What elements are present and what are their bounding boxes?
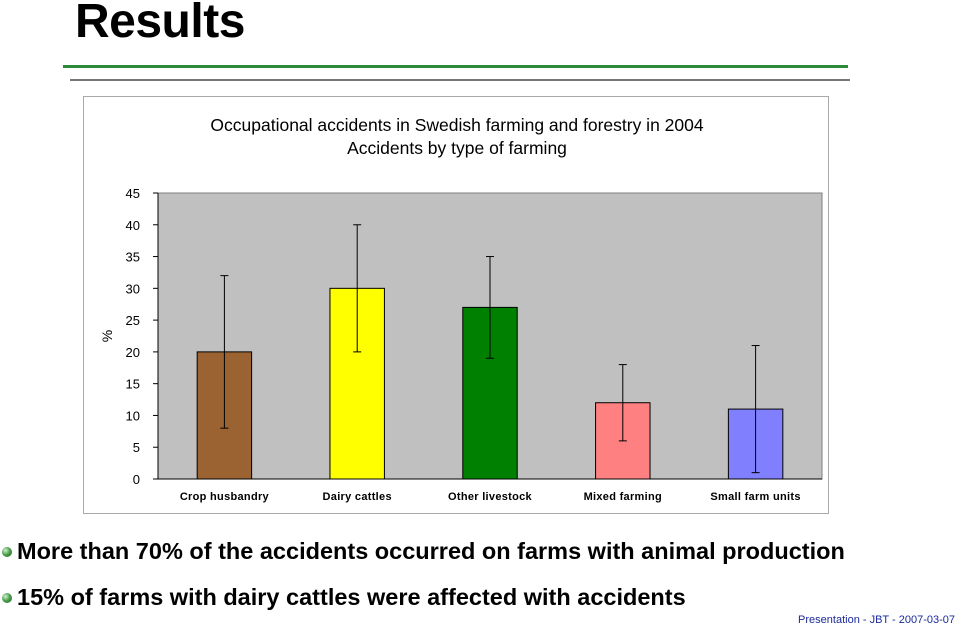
chart-svg: 0 5 10 15 20 25 30 35 40 45% Crop husbandry Dairy c… (99, 186, 823, 503)
bullet-item-2: 15% of farms with dairy cattles were aff… (2, 584, 686, 611)
slide-title: Results (75, 0, 245, 48)
footer-text: Presentation - JBT - 2007-03-07 (798, 614, 955, 626)
y-tick-label: 30 (126, 281, 140, 296)
y-tick-label: 40 (126, 218, 140, 233)
y-tick-label: 25 (126, 313, 140, 328)
y-tick-label: 10 (126, 408, 140, 423)
bullet-text: More than 70% of the accidents occurred … (17, 538, 845, 564)
bullet-item-1: More than 70% of the accidents occurred … (2, 538, 845, 565)
y-tick-label: 0 (133, 472, 140, 487)
y-tick-label: 35 (126, 250, 140, 265)
title-underline-green (63, 65, 848, 68)
x-tick-label-5: Small farm units (710, 491, 800, 503)
y-tick-label: 20 (126, 345, 140, 360)
y-axis-label: % (99, 330, 115, 342)
x-tick-label-1: Crop husbandry (180, 491, 270, 503)
chart-title: Occupational accidents in Swedish farmin… (210, 115, 704, 135)
chart-subtitle: Accidents by type of farming (347, 138, 567, 158)
bullet-icon (2, 547, 12, 557)
bullet-text: 15% of farms with dairy cattles were aff… (17, 584, 686, 610)
x-tick-label-2: Dairy cattles (323, 491, 392, 503)
bullet-icon (2, 593, 12, 603)
y-tick-label: 45 (126, 186, 140, 201)
y-tick-label: 15 (126, 377, 140, 392)
x-tick-label-3: Other livestock (448, 491, 533, 503)
y-tick-label: 5 (133, 440, 140, 455)
chart-title-block: Occupational accidents in Swedish farmin… (84, 114, 830, 160)
title-underline-grey (70, 79, 850, 81)
chart-area: Occupational accidents in Swedish farmin… (83, 96, 829, 514)
x-tick-label-4: Mixed farming (584, 491, 662, 503)
